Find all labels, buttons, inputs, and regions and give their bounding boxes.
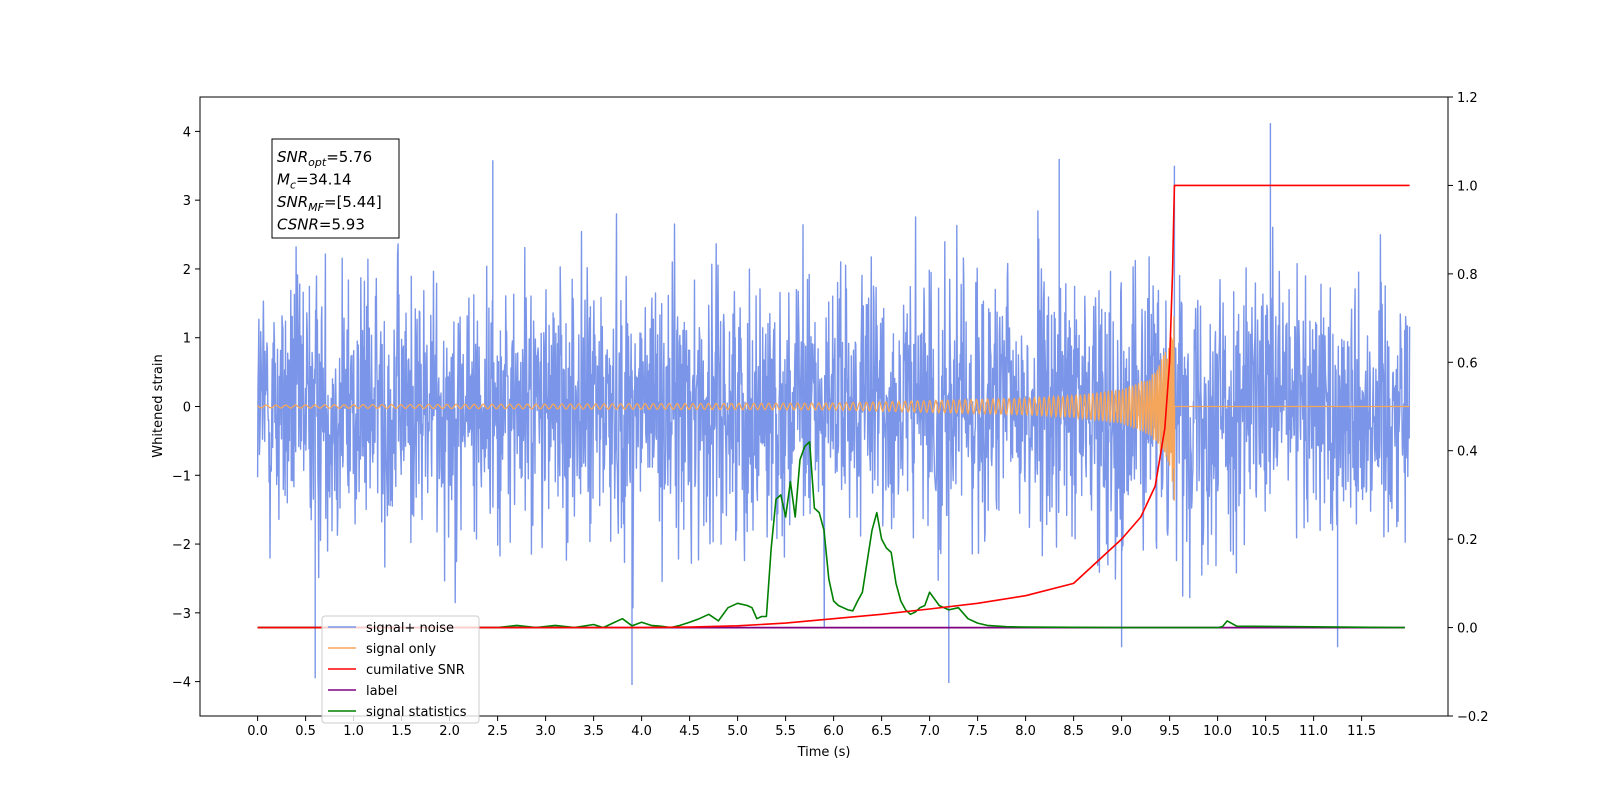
x-tick-label: 2.5	[487, 724, 508, 739]
x-tick-label: 0.5	[295, 724, 316, 739]
stats-entry: SNRopt=5.76	[277, 148, 372, 169]
stats-entry-subscript: opt	[308, 156, 327, 169]
legend-frame	[321, 615, 480, 724]
x-axis-ticks: 0.0 0.5 1.0 1.5 2.0 2.5 3.0 3.5 4.0 4.5 5.0 5.5 6.0 6…	[247, 716, 1376, 739]
x-tick-label: 1.0	[343, 724, 364, 739]
x-tick-label: 0.0	[247, 724, 268, 739]
series-signal-only-line	[257, 316, 1410, 501]
x-tick-label: 3.0	[535, 724, 556, 739]
legend-entry-label: signal+ noise	[366, 621, 454, 636]
y2-axis-ticks: −0.2 0.0 0.2 0.4 0.6 0.8 1.0 1.2	[1448, 91, 1489, 725]
y2-tick-label: −0.2	[1457, 710, 1489, 725]
series-signal-noise-line	[256, 123, 1411, 685]
y-axis-label: Whitened strain	[151, 354, 166, 457]
series-cumulative-snr-line	[257, 184, 1410, 629]
x-tick-label: 4.5	[679, 724, 700, 739]
y-tick-label: 4	[183, 125, 191, 140]
legend-entry-label: cumilative SNR	[366, 663, 465, 678]
y-tick-label: 3	[183, 194, 191, 209]
x-tick-label: 9.5	[1159, 724, 1180, 739]
x-tick-label: 5.5	[775, 724, 796, 739]
x-tick-label: 2.0	[439, 724, 460, 739]
y-tick-label: −3	[172, 607, 191, 622]
x-tick-label: 6.0	[823, 724, 844, 739]
legend-entry-label: signal statistics	[366, 705, 467, 720]
x-tick-label: 11.0	[1299, 724, 1328, 739]
x-tick-label: 9.0	[1111, 724, 1132, 739]
y2-tick-label: 1.2	[1457, 91, 1478, 106]
x-tick-label: 8.5	[1063, 724, 1084, 739]
legend-entry-label: label	[366, 684, 397, 699]
y-tick-label: −1	[172, 469, 191, 484]
x-tick-label: 7.5	[967, 724, 988, 739]
stats-entry: SNRMF=[5.44]	[277, 193, 382, 214]
x-tick-label: 5.0	[727, 724, 748, 739]
y2-tick-label: 0.6	[1457, 356, 1478, 371]
series-signal-statistics-line	[257, 441, 1405, 629]
x-tick-label: 8.0	[1015, 724, 1036, 739]
y2-tick-label: 0.2	[1457, 533, 1478, 548]
stats-entry-value: =5.93	[319, 216, 365, 234]
x-axis-label: Time (s)	[797, 745, 851, 760]
stats-entry-base: SNR	[277, 148, 308, 166]
stats-entry-value: =5.76	[326, 148, 372, 166]
x-tick-label: 1.5	[391, 724, 412, 739]
y2-tick-label: 0.0	[1457, 622, 1478, 637]
stats-entry-base: SNR	[277, 193, 308, 211]
stats-entry-value: =[5.44]	[324, 193, 382, 211]
y-axis-ticks: −4 −3 −2 −1 0 1 2 3 4	[172, 125, 200, 691]
y2-tick-label: 0.4	[1457, 445, 1478, 460]
y-tick-label: 2	[183, 263, 191, 278]
y2-tick-label: 0.8	[1457, 268, 1478, 283]
x-tick-label: 4.0	[631, 724, 652, 739]
y-tick-label: 0	[183, 401, 191, 416]
legend: signal+ noise signal only cumilative SNR la…	[321, 615, 480, 724]
y2-tick-label: 1.0	[1457, 179, 1478, 194]
data-layer	[256, 123, 1411, 685]
stats-entry: Mc=34.14	[277, 171, 352, 192]
stats-entry: CSNR=5.93	[277, 216, 365, 234]
legend-entry-label: signal only	[366, 642, 436, 657]
stats-box-frame	[271, 138, 400, 239]
y-tick-label: −2	[172, 538, 191, 553]
stats-entry-value: =34.14	[296, 171, 352, 189]
x-tick-label: 3.5	[583, 724, 604, 739]
x-tick-label: 7.0	[919, 724, 940, 739]
stats-entry-base: M	[277, 171, 290, 189]
x-tick-label: 10.0	[1203, 724, 1232, 739]
x-tick-label: 11.5	[1347, 724, 1376, 739]
stats-entry-subscript: c	[290, 179, 296, 192]
x-tick-label: 6.5	[871, 724, 892, 739]
stats-entry-base: CSNR	[277, 216, 319, 234]
stats-entry-subscript: MF	[308, 201, 324, 214]
y-tick-label: 1	[183, 332, 191, 347]
y-tick-label: −4	[172, 676, 191, 691]
x-tick-label: 10.5	[1251, 724, 1280, 739]
